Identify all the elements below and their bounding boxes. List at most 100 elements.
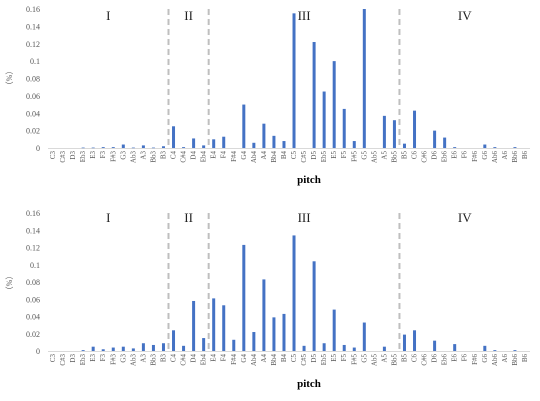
x-tick-label: C#6 — [421, 151, 429, 163]
x-tick-label: G4 — [240, 151, 248, 160]
x-tick-label: Ab4 — [250, 354, 258, 367]
bar-e6 — [453, 147, 457, 148]
bar-f4 — [222, 305, 226, 351]
bar-fsharp4 — [232, 339, 236, 351]
bar-e4 — [212, 139, 216, 148]
x-tick-label: D5 — [310, 151, 318, 160]
bar-c6 — [413, 110, 417, 148]
x-tick-label: Bb4 — [270, 151, 278, 163]
bar-d5 — [312, 261, 316, 351]
x-tick-label: G6 — [481, 151, 489, 160]
y-axis-label: （%） — [5, 272, 14, 295]
x-tick-label: D3 — [69, 354, 77, 363]
bar-g5 — [362, 322, 366, 351]
bar-ab3 — [131, 147, 135, 149]
x-tick-label: F#4 — [230, 151, 238, 162]
x-tick-label: F#6 — [471, 151, 479, 162]
x-tick-label: Bb3 — [149, 354, 157, 366]
y-tick-label: 0.08 — [26, 278, 40, 287]
bar-e6 — [453, 344, 457, 351]
y-tick-label: 0.08 — [26, 75, 40, 84]
y-tick-label: 0.16 — [26, 209, 40, 218]
bar-b4 — [282, 141, 286, 148]
x-tick-label: D4 — [190, 151, 198, 160]
bar-g3 — [121, 144, 125, 148]
bar-c5 — [292, 13, 296, 148]
x-tick-label: C#4 — [180, 151, 188, 163]
bar-f3 — [101, 349, 105, 351]
x-tick-label: D5 — [310, 354, 318, 363]
y-tick-label: 0.12 — [26, 40, 40, 49]
bar-fsharp3 — [111, 347, 115, 351]
bar-g6 — [483, 144, 487, 148]
y-tick-label: 0.04 — [26, 109, 40, 118]
region-label: I — [106, 8, 110, 23]
x-tick-label: F5 — [340, 151, 348, 159]
bar-bb4 — [272, 135, 276, 148]
bar-g4 — [242, 244, 246, 351]
bar-b3 — [161, 146, 165, 148]
x-tick-label: A3 — [139, 354, 147, 363]
bar-eb5 — [322, 91, 326, 148]
y-tick-label: 0.06 — [26, 92, 40, 101]
x-tick-label: D3 — [69, 151, 77, 160]
bar-eb3 — [81, 350, 85, 351]
x-tick-label: F#5 — [350, 151, 358, 162]
x-tick-label: B4 — [280, 354, 288, 363]
y-tick-label: 0.12 — [26, 244, 40, 253]
bar-d6 — [433, 130, 437, 148]
y-tick-label: 0.06 — [26, 295, 40, 304]
region-label: IV — [458, 8, 472, 23]
x-axis-label: pitch — [297, 378, 321, 390]
x-tick-label: F#4 — [230, 354, 238, 365]
x-tick-label: E6 — [451, 151, 459, 159]
bar-b5 — [402, 143, 406, 148]
x-tick-label: A5 — [380, 151, 388, 160]
y-tick-label: 0.1 — [30, 261, 40, 270]
x-tick-label: Ab3 — [129, 151, 137, 164]
bar-csharp4 — [182, 147, 186, 148]
x-tick-label: G5 — [360, 151, 368, 160]
bar-f5 — [342, 108, 346, 148]
x-tick-label: C4 — [170, 151, 178, 160]
x-tick-label: A6 — [501, 151, 509, 160]
bar-e5 — [332, 61, 336, 148]
x-tick-label: C3 — [49, 151, 57, 160]
x-tick-label: Eb5 — [320, 354, 328, 366]
x-tick-label: E4 — [210, 151, 218, 159]
x-tick-label: B5 — [400, 354, 408, 363]
region-label: I — [106, 210, 110, 225]
x-tick-label: C#5 — [300, 151, 308, 163]
x-tick-label: E5 — [330, 151, 338, 159]
x-tick-label: Bb5 — [390, 354, 398, 366]
bar-b4 — [282, 313, 286, 351]
bar-g6 — [483, 345, 487, 351]
x-tick-label: Eb6 — [441, 151, 449, 163]
chart-panel-bottom: 00.020.040.060.080.10.120.140.16（%）I II II… — [5, 209, 530, 390]
bar-bb6 — [513, 350, 517, 351]
x-tick-label: E3 — [89, 151, 97, 159]
bar-g4 — [242, 104, 246, 148]
bar-bb3 — [151, 344, 155, 351]
x-tick-label: G6 — [481, 354, 489, 363]
x-tick-label: F3 — [99, 354, 107, 362]
x-tick-label: C6 — [411, 354, 419, 363]
bar-a5 — [382, 115, 386, 148]
bar-bb5 — [392, 120, 396, 148]
y-tick-label: 0.04 — [26, 313, 40, 322]
bar-d4 — [192, 138, 196, 148]
bar-e4 — [212, 298, 216, 351]
x-tick-label: A4 — [260, 354, 268, 363]
y-tick-label: 0 — [36, 347, 40, 356]
x-tick-label: Ab4 — [250, 151, 258, 164]
bar-a3 — [141, 343, 145, 351]
bar-g3 — [121, 346, 125, 351]
x-axis-label: pitch — [297, 174, 321, 186]
bar-d4 — [192, 300, 196, 351]
bar-ab3 — [131, 348, 135, 351]
bar-csharp5 — [302, 345, 306, 351]
bar-eb6 — [443, 137, 447, 148]
x-tick-label: C#3 — [59, 151, 67, 163]
x-tick-label: C#4 — [180, 354, 188, 366]
x-tick-label: Eb3 — [79, 354, 87, 366]
